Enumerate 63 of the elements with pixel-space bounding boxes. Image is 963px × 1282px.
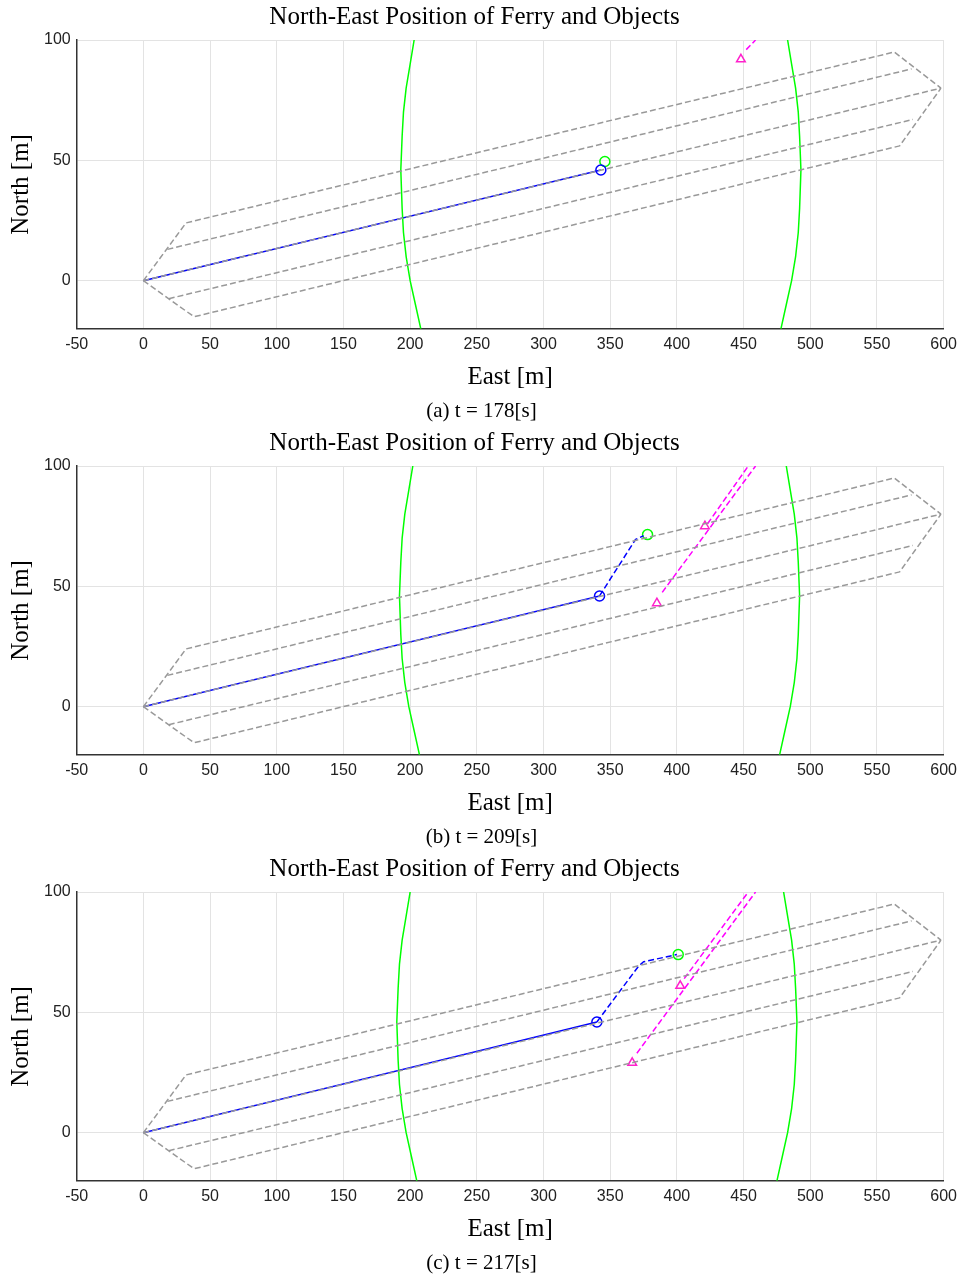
x-tick-label: 600 <box>930 760 958 778</box>
x-tick-label: 250 <box>463 1186 491 1204</box>
x-tick-label: 400 <box>663 1186 691 1204</box>
x-tick-label: 100 <box>263 1186 291 1204</box>
x-axis-title: East [m] <box>467 1213 553 1241</box>
x-tick-label: 600 <box>930 1186 958 1204</box>
text: (c) t = 217[s] <box>425 1249 538 1276</box>
x-tick-label: 50 <box>201 760 220 778</box>
y-tick-label: 50 <box>52 576 71 594</box>
x-tick-label: 50 <box>201 334 220 352</box>
y-tick-label: 50 <box>52 1002 71 1020</box>
x-tick-label: 150 <box>330 760 357 778</box>
y-axis-title: North [m] <box>5 560 33 661</box>
y-tick-label: 100 <box>43 882 71 900</box>
x-tick-label: 200 <box>396 1186 424 1204</box>
y-axis-title: North [m] <box>5 134 33 235</box>
text: (a) t = 178[s] <box>425 397 538 424</box>
text: (b) t = 209[s] <box>424 823 539 850</box>
x-tick-label: 0 <box>138 760 148 778</box>
x-tick-label: 500 <box>796 1186 824 1204</box>
x-tick-label: 450 <box>730 1186 758 1204</box>
x-tick-label: 600 <box>930 334 958 352</box>
x-tick-label: 500 <box>796 334 824 352</box>
x-tick-label: 300 <box>530 760 557 778</box>
x-axis-title: East [m] <box>467 361 553 389</box>
x-tick-label: -50 <box>65 334 89 352</box>
x-tick-label: 250 <box>463 760 491 778</box>
y-tick-label: 50 <box>52 150 71 168</box>
x-tick-label: 300 <box>530 1186 557 1204</box>
x-tick-label: 150 <box>330 334 357 352</box>
x-axis-title: East [m] <box>467 787 553 815</box>
x-tick-label: -50 <box>65 1186 89 1204</box>
x-tick-label: 400 <box>663 334 691 352</box>
y-tick-label: 100 <box>43 456 71 474</box>
x-tick-label: 100 <box>263 334 291 352</box>
x-tick-label: 550 <box>863 334 891 352</box>
x-tick-label: 350 <box>596 334 624 352</box>
x-tick-label: 150 <box>330 1186 357 1204</box>
x-tick-label: 50 <box>201 1186 220 1204</box>
x-tick-label: 350 <box>596 1186 624 1204</box>
x-tick-label: 200 <box>396 334 424 352</box>
x-tick-label: 450 <box>730 334 758 352</box>
x-tick-label: 100 <box>263 760 291 778</box>
y-tick-label: 0 <box>61 271 71 289</box>
x-tick-label: 350 <box>596 760 624 778</box>
x-tick-label: -50 <box>65 760 89 778</box>
x-tick-label: 0 <box>138 334 148 352</box>
chart-title: North-East Position of Ferry and Objects <box>269 427 680 455</box>
x-tick-label: 400 <box>663 760 691 778</box>
x-tick-label: 550 <box>863 1186 891 1204</box>
x-tick-label: 550 <box>863 760 891 778</box>
chart-title: North-East Position of Ferry and Objects <box>269 1 680 29</box>
x-tick-label: 500 <box>796 760 824 778</box>
x-tick-label: 450 <box>730 760 758 778</box>
x-tick-label: 300 <box>530 334 557 352</box>
y-axis-title: North [m] <box>5 986 33 1087</box>
y-tick-label: 0 <box>61 697 71 715</box>
x-tick-label: 200 <box>396 760 424 778</box>
y-tick-label: 0 <box>61 1123 71 1141</box>
x-tick-label: 0 <box>138 1186 148 1204</box>
y-tick-label: 100 <box>43 30 71 48</box>
x-tick-label: 250 <box>463 334 491 352</box>
chart-title: North-East Position of Ferry and Objects <box>269 853 680 881</box>
